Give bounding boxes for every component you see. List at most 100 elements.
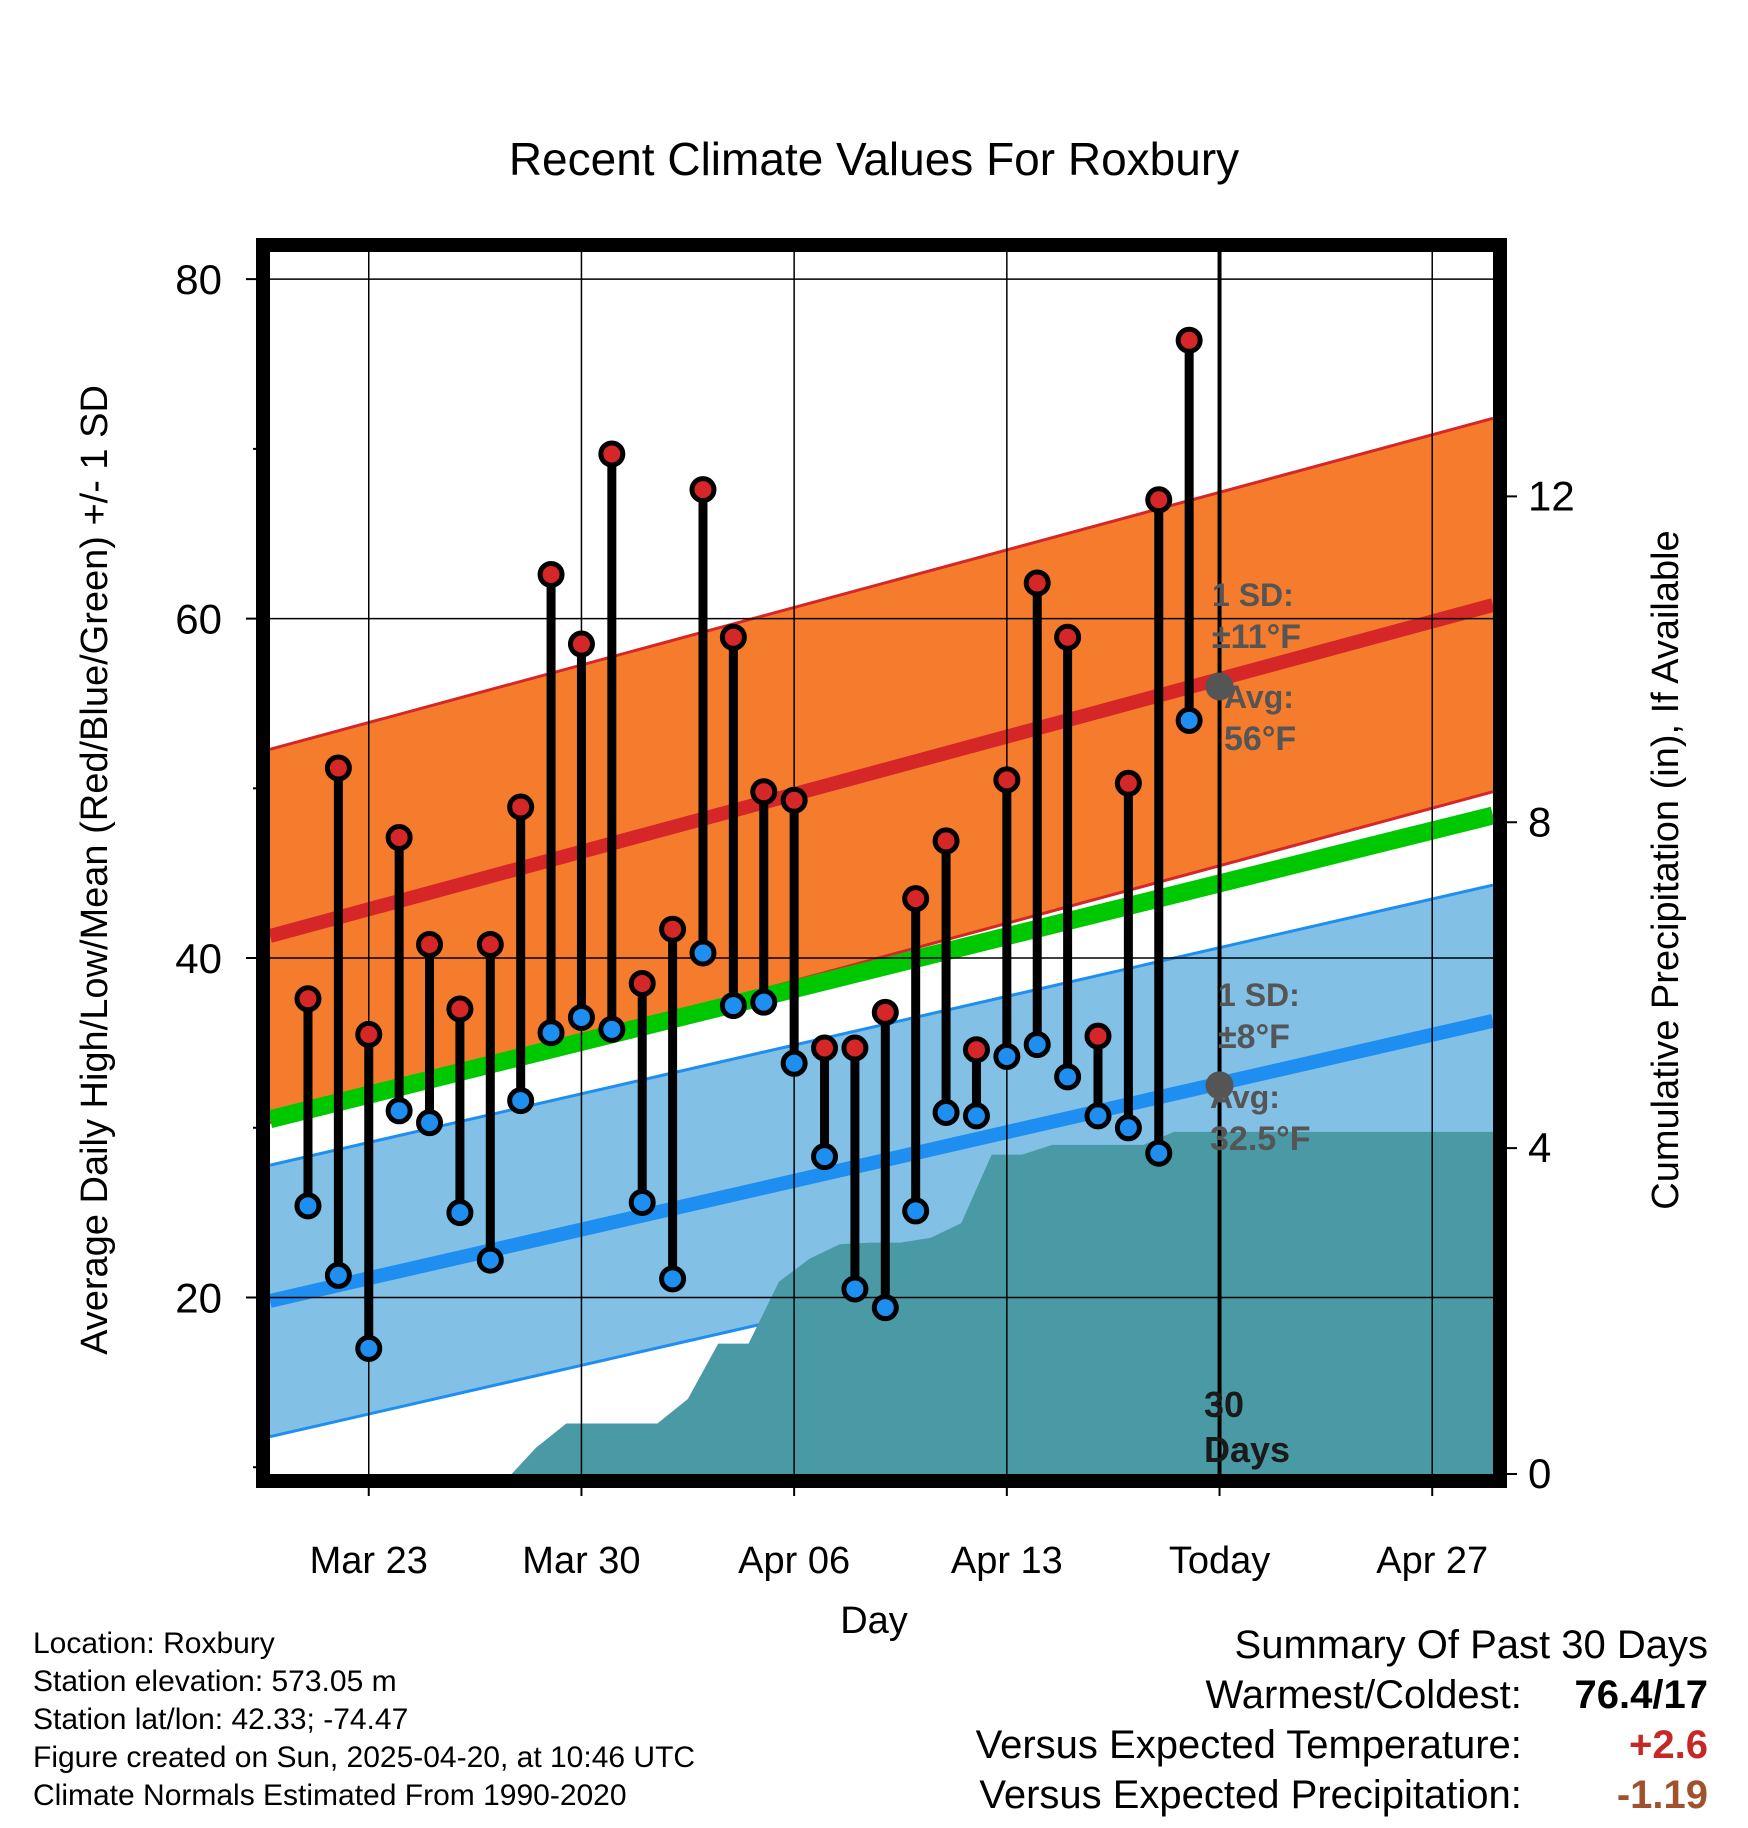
- daily-low-point: [446, 1199, 474, 1227]
- y-tick-label-60: 60: [175, 596, 222, 643]
- window-label-line2: Days: [1204, 1429, 1290, 1470]
- daily-low-point: [294, 1192, 322, 1220]
- window-label-line1: 30: [1204, 1384, 1244, 1425]
- normal-mean-line: [270, 806, 1493, 1129]
- daily-high-point: [537, 560, 565, 588]
- daily-high-point: [385, 824, 413, 852]
- high-avg-label: Avg:: [1224, 679, 1294, 715]
- daily-high-point: [780, 786, 808, 814]
- daily-low-point: [1175, 706, 1203, 734]
- daily-high-point: [1114, 769, 1142, 797]
- low-sd-label: 1 SD:: [1218, 977, 1300, 1013]
- daily-low-point: [1145, 1139, 1173, 1167]
- daily-low-point: [598, 1015, 626, 1043]
- daily-high-point: [1023, 569, 1051, 597]
- daily-high-point: [750, 778, 778, 806]
- x-tick-label-5: Apr 27: [1376, 1540, 1488, 1582]
- daily-high-point: [598, 440, 626, 468]
- daily-low-point: [1084, 1102, 1112, 1130]
- normals-text: Climate Normals Estimated From 1990-2020: [33, 1779, 627, 1812]
- high-normal-line: [270, 598, 1493, 943]
- daily-low-point: [416, 1109, 444, 1137]
- daily-low-point: [841, 1275, 869, 1303]
- daily-high-point: [355, 1020, 383, 1048]
- y-axis-label-right: Cumulative Precipitation (in), If Availa…: [1645, 530, 1687, 1209]
- daily-low-point: [476, 1246, 504, 1274]
- daily-high-point: [902, 885, 930, 913]
- daily-low-point: [689, 939, 717, 967]
- x-tick-label-3: Apr 13: [951, 1540, 1063, 1582]
- precip-vs-expected-label: Versus Expected Precipitation:: [979, 1773, 1522, 1817]
- daily-low-point: [628, 1188, 656, 1216]
- daily-low-point: [993, 1042, 1021, 1070]
- daily-high-point: [871, 998, 899, 1026]
- daily-high-point: [659, 915, 687, 943]
- high-sd-upper-edge: [270, 416, 1493, 751]
- x-tick-label-2: Apr 06: [738, 1540, 850, 1582]
- daily-low-point: [567, 1003, 595, 1031]
- daily-high-point: [567, 630, 595, 658]
- daily-high-point: [1054, 623, 1082, 651]
- x-tick-label-0: Mar 23: [310, 1540, 428, 1582]
- chart-title: Recent Climate Values For Roxbury: [509, 133, 1239, 185]
- daily-high-point: [841, 1034, 869, 1062]
- daily-low-point: [324, 1261, 352, 1289]
- daily-low-point: [1054, 1063, 1082, 1091]
- plot-frame: [256, 238, 1507, 1488]
- daily-high-point: [689, 476, 717, 504]
- daily-high-point: [507, 793, 535, 821]
- daily-high-point: [628, 970, 656, 998]
- low-sd-value: ±8°F: [1218, 1018, 1290, 1056]
- temp-vs-expected-value: +2.6: [1629, 1723, 1708, 1767]
- daily-low-point: [902, 1197, 930, 1225]
- daily-high-point: [446, 995, 474, 1023]
- warmest-coldest-label: Warmest/Coldest:: [1205, 1673, 1522, 1717]
- warmest-coldest-row: Warmest/Coldest: 76.4/17: [976, 1670, 1709, 1720]
- x-axis-label: Day: [840, 1600, 908, 1642]
- y-tick-label-40: 40: [175, 935, 222, 982]
- daily-high-point: [1145, 486, 1173, 514]
- daily-low-point: [1023, 1031, 1051, 1059]
- daily-high-point: [476, 930, 504, 958]
- y-tick-label-20: 20: [175, 1274, 222, 1321]
- daily-low-point: [355, 1334, 383, 1362]
- temp-vs-expected-label: Versus Expected Temperature:: [975, 1723, 1522, 1767]
- daily-low-point: [871, 1294, 899, 1322]
- daily-high-point: [962, 1036, 990, 1064]
- daily-low-point: [537, 1019, 565, 1047]
- daily-low-point: [932, 1098, 960, 1126]
- daily-high-point: [993, 766, 1021, 794]
- y2-tick-label-0: 0: [1528, 1450, 1551, 1497]
- x-tick-label-1: Mar 30: [522, 1540, 640, 1582]
- daily-high-point: [294, 985, 322, 1013]
- y2-tick-label-12: 12: [1528, 472, 1575, 519]
- warmest-coldest-value: 76.4/17: [1574, 1673, 1708, 1717]
- daily-low-point: [507, 1087, 535, 1115]
- precip-vs-expected-row: Versus Expected Precipitation: -1.19: [976, 1770, 1708, 1820]
- today-low-avg-marker: [1205, 1071, 1234, 1100]
- daily-high-point: [719, 623, 747, 651]
- daily-low-point: [962, 1102, 990, 1130]
- y-tick-label-80: 80: [175, 256, 222, 303]
- daily-high-point: [1084, 1022, 1112, 1050]
- y-axis-label-left: Average Daily High/Low/Mean (Red/Blue/Gr…: [74, 385, 116, 1355]
- station-info: Location: Roxbury Station elevation: 573…: [33, 1625, 695, 1815]
- daily-low-point: [750, 988, 778, 1016]
- daily-low-point: [1114, 1114, 1142, 1142]
- elevation-text: Station elevation: 573.05 m: [33, 1665, 397, 1698]
- created-text: Figure created on Sun, 2025-04-20, at 10…: [33, 1741, 696, 1774]
- daily-low-point: [780, 1049, 808, 1077]
- high-avg-value: 56°F: [1224, 720, 1296, 758]
- temp-vs-expected-row: Versus Expected Temperature: +2.6: [976, 1720, 1708, 1770]
- y2-tick-label-8: 8: [1528, 798, 1551, 845]
- today-high-avg-marker: [1205, 672, 1234, 701]
- summary-panel: Summary Of Past 30 Days Warmest/Coldest:…: [976, 1620, 1708, 1820]
- daily-low-point: [385, 1097, 413, 1125]
- daily-low-point: [719, 992, 747, 1020]
- x-tick-label-4: Today: [1169, 1540, 1270, 1582]
- low-avg-label: Avg:: [1210, 1079, 1280, 1115]
- daily-high-point: [1175, 326, 1203, 354]
- latlon-text: Station lat/lon: 42.33; -74.47: [33, 1703, 409, 1736]
- high-sd-label: 1 SD:: [1212, 577, 1294, 613]
